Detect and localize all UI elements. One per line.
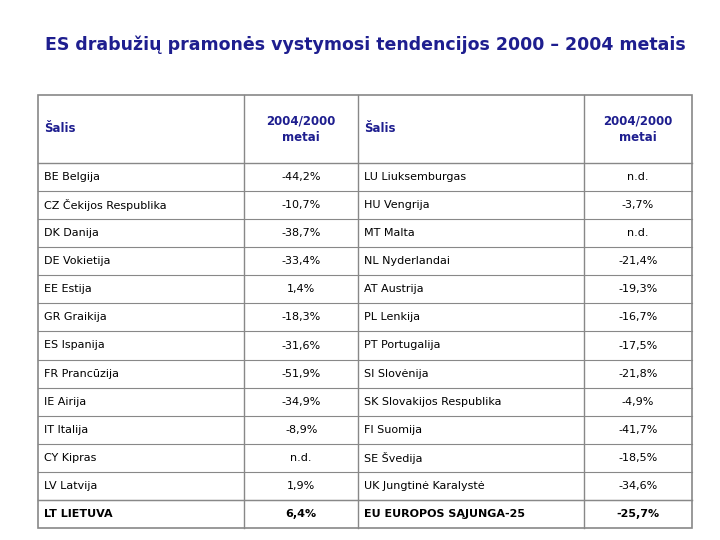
Text: -44,2%: -44,2% (282, 172, 321, 182)
Text: SK Slovakijos Respublika: SK Slovakijos Respublika (364, 397, 502, 407)
Text: -31,6%: -31,6% (282, 341, 321, 350)
Text: UK Jungtinė Karalystė: UK Jungtinė Karalystė (364, 481, 485, 491)
Text: PL Lenkija: PL Lenkija (364, 313, 420, 322)
Text: LU Liuksemburgas: LU Liuksemburgas (364, 172, 467, 182)
Text: -10,7%: -10,7% (282, 200, 321, 210)
Text: -19,3%: -19,3% (618, 285, 657, 294)
Text: LT LIETUVA: LT LIETUVA (44, 509, 112, 519)
Text: EU EUROPOS SĄJUNGA-25: EU EUROPOS SĄJUNGA-25 (364, 509, 526, 519)
Text: -21,4%: -21,4% (618, 256, 658, 266)
Text: BE Belgija: BE Belgija (44, 172, 100, 182)
Text: FI Suomija: FI Suomija (364, 425, 423, 435)
Text: DK Danija: DK Danija (44, 228, 99, 238)
Text: EE Estija: EE Estija (44, 285, 91, 294)
Text: CY Kipras: CY Kipras (44, 453, 96, 463)
Text: 2004/2000
metai: 2004/2000 metai (603, 114, 672, 144)
Text: PT Portugalija: PT Portugalija (364, 341, 441, 350)
Text: n.d.: n.d. (627, 228, 649, 238)
Text: AT Austrija: AT Austrija (364, 285, 424, 294)
Text: IT Italija: IT Italija (44, 425, 89, 435)
Text: -51,9%: -51,9% (282, 369, 321, 379)
Text: 1,4%: 1,4% (287, 285, 315, 294)
Text: -25,7%: -25,7% (616, 509, 660, 519)
Text: CZ Čekijos Respublika: CZ Čekijos Respublika (44, 199, 166, 211)
Text: -41,7%: -41,7% (618, 425, 658, 435)
Text: ES drabužių pramonės vystymosi tendencijos 2000 – 2004 metais: ES drabužių pramonės vystymosi tendencij… (45, 36, 685, 54)
Text: IE Airija: IE Airija (44, 397, 86, 407)
Text: DE Vokietija: DE Vokietija (44, 256, 110, 266)
Text: -34,6%: -34,6% (618, 481, 657, 491)
Text: FR Prancūzija: FR Prancūzija (44, 369, 119, 379)
Text: n.d.: n.d. (290, 453, 312, 463)
Text: -8,9%: -8,9% (285, 425, 318, 435)
Text: -4,9%: -4,9% (622, 397, 654, 407)
Text: -16,7%: -16,7% (618, 313, 657, 322)
Bar (38, 95, 692, 528)
Text: Šalis: Šalis (364, 123, 396, 136)
Text: -3,7%: -3,7% (622, 200, 654, 210)
Text: MT Malta: MT Malta (364, 228, 415, 238)
Text: -18,5%: -18,5% (618, 453, 657, 463)
Text: GR Graikija: GR Graikija (44, 313, 107, 322)
Text: 6,4%: 6,4% (286, 509, 317, 519)
Text: ES Ispanija: ES Ispanija (44, 341, 104, 350)
Text: 2004/2000
metai: 2004/2000 metai (266, 114, 336, 144)
Text: -33,4%: -33,4% (282, 256, 321, 266)
Text: -17,5%: -17,5% (618, 341, 657, 350)
Text: 1,9%: 1,9% (287, 481, 315, 491)
Text: NL Nyderlandai: NL Nyderlandai (364, 256, 451, 266)
Text: SI Slovėnija: SI Slovėnija (364, 369, 429, 379)
Text: LV Latvija: LV Latvija (44, 481, 97, 491)
Text: SE Švedija: SE Švedija (364, 452, 423, 464)
Text: -34,9%: -34,9% (282, 397, 321, 407)
Text: -38,7%: -38,7% (282, 228, 321, 238)
Text: n.d.: n.d. (627, 172, 649, 182)
Text: Šalis: Šalis (44, 123, 76, 136)
Text: -21,8%: -21,8% (618, 369, 658, 379)
Text: HU Vengrija: HU Vengrija (364, 200, 430, 210)
Text: -18,3%: -18,3% (282, 313, 321, 322)
